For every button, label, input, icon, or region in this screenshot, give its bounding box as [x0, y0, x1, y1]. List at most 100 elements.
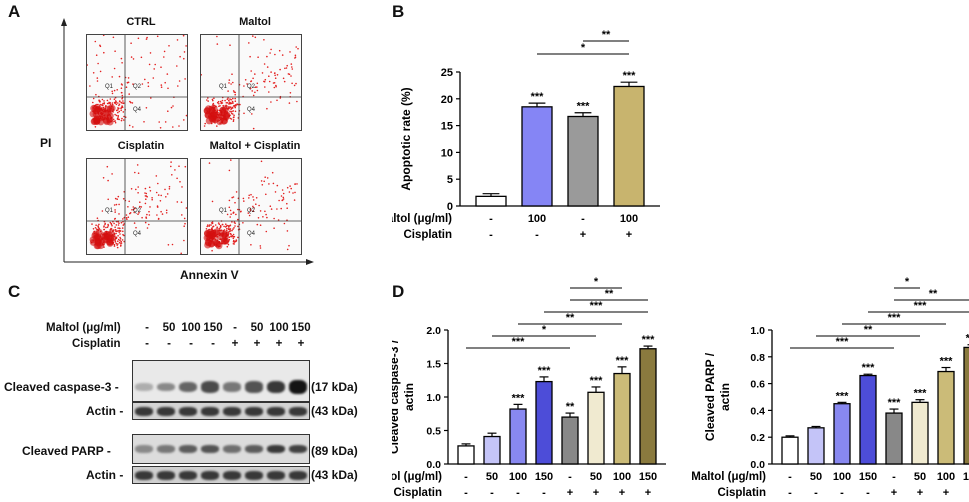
flow-event-dot	[135, 226, 137, 229]
condition-value: +	[580, 229, 586, 241]
blot-lane	[265, 467, 287, 483]
flow-event-dot	[151, 198, 153, 201]
blot-band	[223, 382, 241, 392]
significance-label: ***	[577, 101, 591, 113]
flow-event-dot	[122, 224, 125, 226]
flow-event-dot	[204, 122, 206, 125]
flow-event-dot	[117, 224, 120, 226]
flow-event-dot	[145, 192, 148, 195]
flow-event-dot	[118, 231, 120, 233]
blot-cisplatin-label: Cisplatin	[72, 338, 121, 350]
blot-lane	[199, 435, 221, 463]
flow-density-blob	[89, 110, 97, 118]
flow-event-dot	[148, 63, 151, 66]
bracket-significance: ***	[888, 312, 902, 324]
flow-event-dot	[288, 244, 290, 247]
significance-label: ***	[940, 356, 954, 368]
flow-event-dot	[122, 230, 124, 233]
flow-event-dot	[270, 71, 272, 73]
flow-event-dot	[234, 240, 236, 243]
flow-event-dot	[290, 75, 292, 77]
flow-event-dot	[282, 192, 285, 195]
flow-event-dot	[263, 39, 265, 41]
quadrant-q2-label: Q2	[247, 84, 256, 90]
flow-event-dot	[274, 77, 277, 79]
blot-lane	[221, 435, 243, 463]
quadrant-q4-label: Q4	[247, 231, 256, 237]
flow-event-dot	[216, 125, 218, 127]
flow-event-dot	[257, 217, 260, 219]
flow-event-dot	[164, 81, 166, 84]
flow-event-dot	[248, 194, 250, 197]
flow-event-dot	[97, 227, 100, 229]
flow-event-dot	[233, 227, 235, 229]
flow-event-dot	[117, 238, 120, 241]
blot-cisplatin-sign: +	[275, 338, 283, 350]
flow-event-dot	[233, 235, 236, 238]
flow-event-dot	[119, 233, 121, 235]
flow-event-dot	[282, 77, 285, 80]
panel-label-c: C	[8, 282, 21, 301]
flow-event-dot	[132, 206, 135, 208]
flow-event-dot	[131, 209, 133, 211]
flow-event-dot	[218, 105, 220, 108]
blot-band	[135, 445, 153, 453]
flow-event-dot	[216, 101, 219, 104]
flow-event-dot	[159, 127, 162, 129]
flow-event-dot	[117, 111, 119, 114]
bracket-significance: **	[566, 312, 575, 324]
flow-event-dot	[244, 79, 247, 81]
condition-value: +	[943, 487, 949, 499]
flow-event-dot	[174, 169, 176, 171]
bar	[885, 412, 903, 465]
flow-event-dot	[143, 121, 145, 123]
flow-event-dot	[120, 242, 122, 245]
flow-event-dot	[114, 113, 116, 116]
y-tick-label: 2.0	[426, 325, 441, 337]
flow-event-dot	[293, 199, 296, 201]
blot-maltol-dose: 100	[181, 322, 201, 334]
flow-event-dot	[146, 213, 148, 216]
flow-event-dot	[117, 109, 119, 111]
flow-event-dot	[132, 83, 134, 85]
flow-event-dot	[282, 196, 285, 199]
blot-band	[267, 406, 285, 416]
blot-band	[135, 406, 153, 416]
significance-label: ***	[531, 91, 545, 103]
significance-label: ***	[862, 362, 876, 374]
flow-event-dot	[120, 119, 123, 122]
y-tick-label: 10	[441, 147, 453, 159]
flow-event-dot	[185, 114, 187, 117]
quadrant-q1-label: Q1	[105, 208, 114, 214]
condition-row-label: Cisplatin	[393, 487, 442, 499]
blot-row-actin2-label: Actin -	[86, 468, 124, 482]
flow-event-dot	[261, 72, 264, 74]
flow-density-blob	[90, 118, 98, 126]
flow-event-dot	[153, 68, 155, 70]
flow-event-dot	[114, 121, 117, 124]
condition-row-label: Cisplatin	[403, 229, 452, 241]
condition-value: 100	[528, 213, 546, 225]
blot-lane	[199, 361, 221, 401]
flow-event-dot	[111, 224, 113, 227]
flow-event-dot	[255, 197, 258, 199]
flow-event-dot	[178, 165, 180, 167]
flow-event-dot	[129, 212, 131, 215]
blot-row-actin1-size: (43 kDa)	[311, 404, 358, 418]
flow-event-dot	[113, 67, 116, 70]
flow-event-dot	[297, 47, 299, 50]
flow-event-dot	[176, 65, 178, 67]
flow-density-blob	[210, 109, 218, 117]
bar	[639, 348, 657, 465]
flow-event-dot	[149, 52, 152, 54]
condition-value: -	[866, 487, 870, 499]
condition-value: 50	[914, 471, 926, 483]
flow-event-dot	[109, 221, 112, 224]
flow-event-dot	[233, 239, 235, 242]
condition-value: 150	[535, 471, 553, 483]
flow-event-dot	[296, 183, 298, 185]
flow-event-dot	[234, 222, 236, 225]
flow-event-dot	[114, 228, 117, 231]
flow-event-dot	[252, 205, 254, 208]
flow-event-dot	[229, 110, 231, 113]
